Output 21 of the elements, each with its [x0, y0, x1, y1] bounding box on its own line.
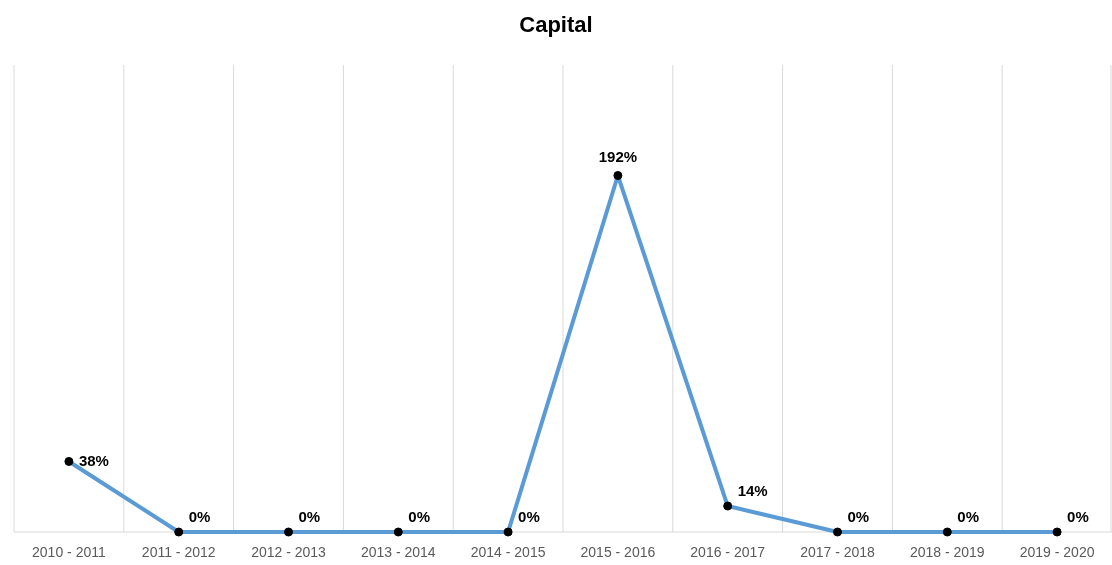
x-tick-label: 2010 - 2011: [32, 544, 106, 560]
data-label: 0%: [408, 508, 430, 525]
x-tick-label: 2017 - 2018: [800, 544, 876, 560]
data-label: 0%: [298, 508, 321, 525]
data-label: 0%: [518, 508, 540, 525]
data-label: 0%: [1067, 508, 1089, 525]
data-label: 0%: [957, 508, 979, 525]
data-label: 14%: [737, 482, 768, 500]
x-tick-label: 2015 - 2016: [580, 544, 656, 560]
x-tick-label: 2014 - 2015: [470, 544, 546, 560]
data-label: 38%: [78, 452, 109, 470]
x-tick-label: 2012 - 2013: [251, 544, 327, 560]
data-label: 0%: [188, 508, 211, 525]
data-label: 0%: [847, 508, 870, 525]
x-tick-label: 2016 - 2017: [690, 544, 766, 560]
chart-title: Capital: [519, 12, 593, 37]
data-label: 192%: [598, 147, 638, 165]
x-tick-label: 2018 - 2019: [909, 544, 985, 560]
x-tick-label: 2019 - 2020: [1019, 544, 1095, 560]
x-tick-label: 2011 - 2012: [141, 544, 216, 560]
x-tick-label: 2013 - 2014: [360, 544, 436, 560]
